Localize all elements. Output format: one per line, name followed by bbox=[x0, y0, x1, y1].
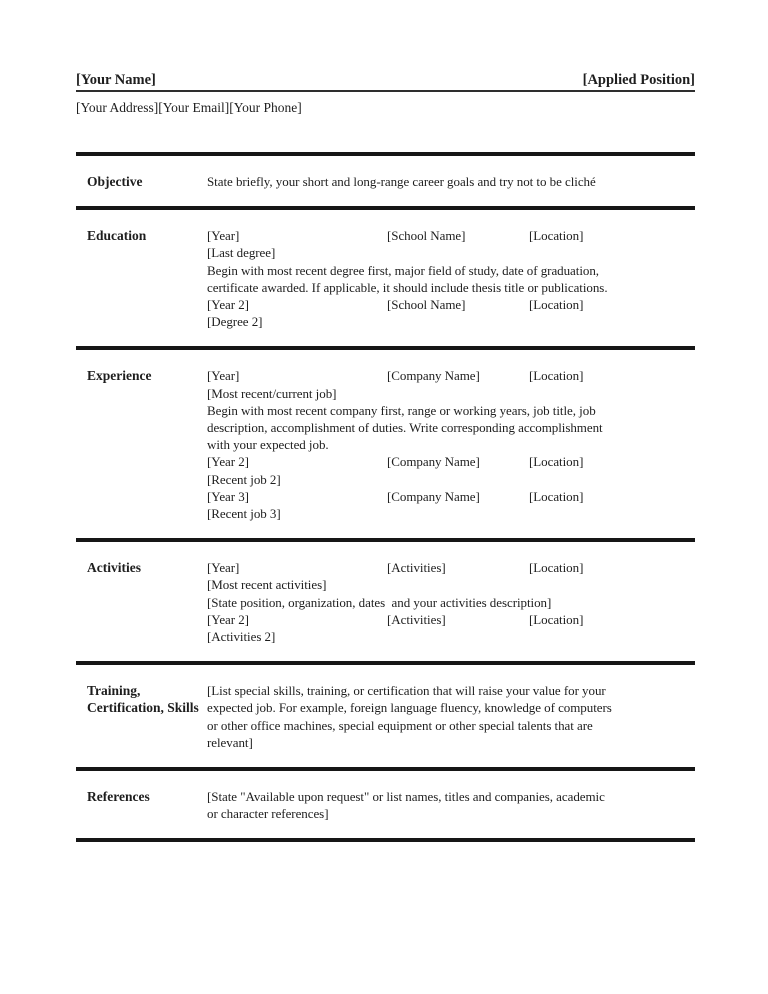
text-line: [Activities 2] bbox=[207, 629, 276, 645]
text-line: relevant] bbox=[207, 734, 253, 750]
entry-row: [Year 2] [School Name] [Location] bbox=[207, 296, 695, 313]
section-experience: Experience [Year] [Company Name] [Locati… bbox=[76, 346, 695, 538]
entry-row: [Year] [Company Name] [Location] bbox=[207, 367, 695, 384]
entry-location: [Location] bbox=[529, 368, 584, 384]
entry-year: [Year] bbox=[207, 368, 240, 384]
text-line: or other office machines, special equipm… bbox=[207, 717, 593, 733]
text-line: [Last degree] bbox=[207, 245, 276, 261]
text-line: or character references] bbox=[207, 806, 329, 822]
entry-company-name: [Company Name] bbox=[387, 454, 480, 470]
section-body-objective: State briefly, your short and long-range… bbox=[207, 173, 695, 190]
entry-activity-name: [Activities] bbox=[387, 560, 446, 576]
entry-row: [Year] [Activities] [Location] bbox=[207, 559, 695, 576]
text-line: [Recent job 3] bbox=[207, 506, 281, 522]
section-body-training: [List special skills, training, or certi… bbox=[207, 682, 695, 751]
text-line: with your expected job. bbox=[207, 437, 329, 453]
section-body-references: [State "Available upon request" or list … bbox=[207, 788, 695, 822]
text-line: State briefly, your short and long-range… bbox=[207, 174, 596, 189]
text-line: expected job. For example, foreign langu… bbox=[207, 700, 612, 716]
entry-year: [Year] bbox=[207, 228, 240, 244]
entry-year: [Year] bbox=[207, 560, 240, 576]
entry-row: [Year 2] [Activities] [Location] bbox=[207, 611, 695, 628]
text-line: [Degree 2] bbox=[207, 314, 263, 330]
entry-row: [Year 3] [Company Name] [Location] bbox=[207, 488, 695, 505]
section-label-objective: Objective bbox=[87, 174, 143, 189]
entry-year: [Year 3] bbox=[207, 488, 249, 504]
entry-location: [Location] bbox=[529, 454, 584, 470]
entry-year: [Year 2] bbox=[207, 297, 249, 313]
entry-year: [Year 2] bbox=[207, 611, 249, 627]
applied-position-placeholder: [Applied Position] bbox=[582, 72, 695, 88]
entry-year: [Year 2] bbox=[207, 454, 249, 470]
text-line: [State position, organization, dates and… bbox=[207, 594, 552, 610]
text-line: Begin with most recent degree first, maj… bbox=[207, 262, 600, 278]
document-body: [Your Name] [Applied Position] [Your Add… bbox=[76, 71, 695, 843]
contact-line: [Your Address][Your Email][Your Phone] bbox=[76, 100, 302, 115]
entry-location: [Location] bbox=[529, 228, 584, 244]
header-name-row: [Your Name] [Applied Position] bbox=[76, 71, 695, 92]
text-line: [State "Available upon request" or list … bbox=[207, 789, 605, 805]
entry-location: [Location] bbox=[529, 611, 584, 627]
entry-activity-name: [Activities] bbox=[387, 611, 446, 627]
section-label-references: References bbox=[87, 789, 150, 805]
section-activities: Activities [Year] [Activities] [Location… bbox=[76, 538, 695, 661]
section-label-experience: Experience bbox=[87, 368, 152, 384]
section-body-experience: [Year] [Company Name] [Location] [Most r… bbox=[207, 367, 695, 522]
entry-location: [Location] bbox=[529, 297, 584, 313]
section-label-training: Training, Certification, Skills bbox=[87, 683, 199, 716]
section-label-activities: Activities bbox=[87, 560, 141, 576]
text-line: certificate awarded. If applicable, it s… bbox=[207, 279, 608, 295]
entry-school-name: [School Name] bbox=[387, 297, 466, 313]
section-education: Education [Year] [School Name] [Location… bbox=[76, 206, 695, 346]
entry-row: [Year] [School Name] [Location] bbox=[207, 227, 695, 244]
sections-container: Objective State briefly, your short and … bbox=[76, 152, 695, 843]
section-objective: Objective State briefly, your short and … bbox=[76, 152, 695, 206]
entry-school-name: [School Name] bbox=[387, 228, 466, 244]
section-training-certification-skills: Training, Certification, Skills [List sp… bbox=[76, 661, 695, 767]
text-line: description, accomplishment of duties. W… bbox=[207, 420, 603, 436]
section-references: References [State "Available upon reques… bbox=[76, 767, 695, 838]
entry-location: [Location] bbox=[529, 560, 584, 576]
entry-company-name: [Company Name] bbox=[387, 488, 480, 504]
text-line: [Most recent activities] bbox=[207, 577, 327, 593]
text-line: [Recent job 2] bbox=[207, 471, 281, 487]
text-line: [List special skills, training, or certi… bbox=[207, 683, 606, 699]
entry-row: [Year 2] [Company Name] [Location] bbox=[207, 453, 695, 470]
entry-company-name: [Company Name] bbox=[387, 368, 480, 384]
section-label-education: Education bbox=[87, 228, 147, 244]
section-body-activities: [Year] [Activities] [Location] [Most rec… bbox=[207, 559, 695, 645]
your-name-placeholder: [Your Name] bbox=[76, 72, 156, 88]
section-body-education: [Year] [School Name] [Location] [Last de… bbox=[207, 227, 695, 330]
text-line: [Most recent/current job] bbox=[207, 385, 337, 401]
text-line: Begin with most recent company first, ra… bbox=[207, 402, 596, 418]
entry-location: [Location] bbox=[529, 488, 584, 504]
